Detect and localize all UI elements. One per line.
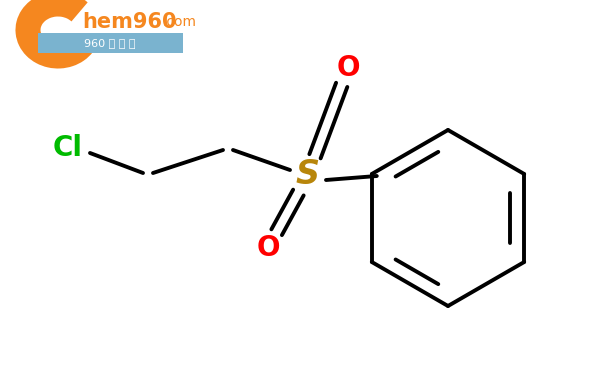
FancyBboxPatch shape — [38, 33, 183, 53]
Text: Cl: Cl — [53, 134, 83, 162]
Text: O: O — [336, 54, 360, 82]
Text: 960 化 工 网: 960 化 工 网 — [84, 38, 136, 48]
Text: S: S — [296, 159, 320, 192]
Text: O: O — [257, 234, 280, 262]
Text: hem960: hem960 — [82, 12, 177, 32]
Text: .com: .com — [162, 15, 196, 29]
